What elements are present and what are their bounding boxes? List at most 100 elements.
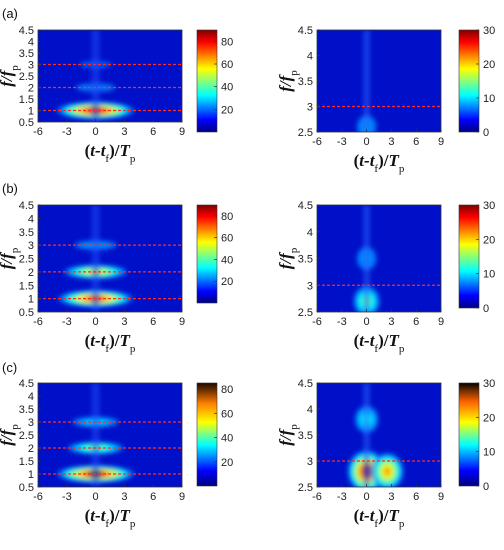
y-tick-label: 3 xyxy=(307,280,313,292)
y-axis-label: f/fp xyxy=(0,424,21,446)
panel-label: (a) xyxy=(2,6,18,21)
x-tick-label: 0 xyxy=(364,136,370,148)
x-tick-label: -6 xyxy=(33,491,43,503)
y-tick-label: 2.5 xyxy=(19,71,34,83)
colorbar xyxy=(196,382,218,487)
y-tick-label: 4.5 xyxy=(19,25,34,37)
y-axis-label: f/fp xyxy=(276,247,300,269)
y-tick-label: 4.5 xyxy=(19,200,34,212)
x-axis-label-part: f xyxy=(105,343,109,355)
x-axis-label-part: T xyxy=(119,331,130,350)
y-tick-label: 3 xyxy=(28,240,34,252)
x-axis-label-part: ( xyxy=(85,141,91,160)
x-axis-label-part: p xyxy=(399,518,405,530)
y-tick-label: 1 xyxy=(28,106,34,118)
y-axis-label: f/fp xyxy=(0,247,21,269)
y-tick-label: 2.5 xyxy=(298,482,313,494)
heatmap-panel-3: -6 -3 0 3 6 90.511.522.533.544.5f/fp(t-tf)/Tp… xyxy=(0,181,233,355)
heatmap-panel-5: -6 -3 0 3 6 90.511.522.533.544.5f/fp(t-tf)/Tp… xyxy=(0,360,233,530)
heatmap-streak xyxy=(363,30,370,132)
x-tick-label: -6 xyxy=(312,136,322,148)
x-axis-label-part: )/ xyxy=(109,331,120,350)
y-tick-label: 3.5 xyxy=(298,254,313,266)
y-axis-label: f/fp xyxy=(276,424,300,446)
y-tick-label: 2 xyxy=(28,267,34,279)
x-tick-label: -6 xyxy=(312,316,322,328)
y-tick-label: 4 xyxy=(307,51,313,63)
x-axis-label-part: t xyxy=(370,331,376,350)
y-tick-label: 4 xyxy=(28,391,34,403)
x-tick-label: 6 xyxy=(413,316,419,328)
y-tick-label: 3.5 xyxy=(298,430,313,442)
colorbar-tick-label: 0 xyxy=(483,481,489,493)
x-axis-label: (t-tf)/Tp xyxy=(354,331,405,355)
x-tick-label: 0 xyxy=(93,491,99,503)
x-tick-label: 3 xyxy=(121,491,127,503)
y-tick-label: 4 xyxy=(28,213,34,225)
x-axis-label-part: T xyxy=(119,141,130,160)
x-axis-label: (t-tf)/Tp xyxy=(85,141,136,165)
y-tick-label: 4.5 xyxy=(298,25,313,37)
x-axis-label-part: )/ xyxy=(378,506,389,525)
y-tick-label: 4 xyxy=(28,37,34,49)
x-axis-label-part: f xyxy=(374,163,378,175)
y-tick-label: 3.5 xyxy=(19,227,34,239)
x-axis-label-part: - xyxy=(364,331,370,350)
x-axis-label-part: f xyxy=(105,518,109,530)
colorbar-tick-label: 20 xyxy=(221,104,233,116)
x-axis-label-part: t xyxy=(101,331,107,350)
colorbar-tick-label: 10 xyxy=(483,447,495,459)
x-axis-label-part: t xyxy=(101,506,107,525)
colorbar xyxy=(458,382,480,487)
x-axis-label-part: )/ xyxy=(109,506,120,525)
y-tick-label: 3.5 xyxy=(19,48,34,60)
x-tick-label: -6 xyxy=(33,316,43,328)
x-tick-label: 6 xyxy=(413,491,419,503)
colorbar-tick-label: 40 xyxy=(221,254,233,266)
heatmap-streak xyxy=(363,205,370,312)
colorbar-tick-label: 80 xyxy=(221,36,233,48)
x-axis-label-part: f xyxy=(374,343,378,355)
x-axis-label-part: p xyxy=(399,343,405,355)
y-tick-label: 4.5 xyxy=(19,378,34,390)
heatmap-streak xyxy=(91,30,100,122)
x-tick-label: -3 xyxy=(62,491,72,503)
x-axis-label-part: p xyxy=(399,163,405,175)
heatmap-streak xyxy=(91,205,100,312)
x-axis-label-part: t xyxy=(370,506,376,525)
y-tick-label: 4 xyxy=(307,227,313,239)
y-tick-label: 2 xyxy=(28,443,34,455)
x-axis-label: (t-tf)/Tp xyxy=(354,151,405,175)
x-axis-label-part: )/ xyxy=(378,331,389,350)
colorbar-tick-label: 20 xyxy=(221,457,233,469)
heatmap-background xyxy=(317,205,441,312)
y-axis-label-main: f/f xyxy=(0,68,16,86)
x-tick-label: 6 xyxy=(413,136,419,148)
x-axis-label-part: )/ xyxy=(378,151,389,170)
x-axis-label-part: ( xyxy=(85,331,91,350)
x-axis-label-part: T xyxy=(388,506,399,525)
y-axis-label-sub: p xyxy=(9,424,21,430)
y-tick-label: 1 xyxy=(28,294,34,306)
y-tick-label: 3 xyxy=(307,102,313,114)
x-axis-label-part: T xyxy=(388,331,399,350)
x-tick-label: 6 xyxy=(150,316,156,328)
x-tick-label: -6 xyxy=(33,126,43,138)
x-tick-label: -3 xyxy=(62,126,72,138)
x-tick-label: 0 xyxy=(364,491,370,503)
x-tick-label: 9 xyxy=(438,316,444,328)
y-tick-label: 0.5 xyxy=(19,482,34,494)
x-tick-label: -3 xyxy=(337,491,347,503)
colorbar-tick-label: 60 xyxy=(221,233,233,245)
x-tick-label: -6 xyxy=(312,491,322,503)
x-axis-label-part: p xyxy=(130,153,136,165)
y-tick-label: 3 xyxy=(28,417,34,429)
x-axis-label-part: - xyxy=(95,506,101,525)
y-axis-label-sub: p xyxy=(288,247,300,253)
y-tick-label: 4.5 xyxy=(298,200,313,212)
colorbar-tick-label: 0 xyxy=(483,127,489,139)
colorbar xyxy=(196,204,218,304)
x-tick-label: 3 xyxy=(388,491,394,503)
